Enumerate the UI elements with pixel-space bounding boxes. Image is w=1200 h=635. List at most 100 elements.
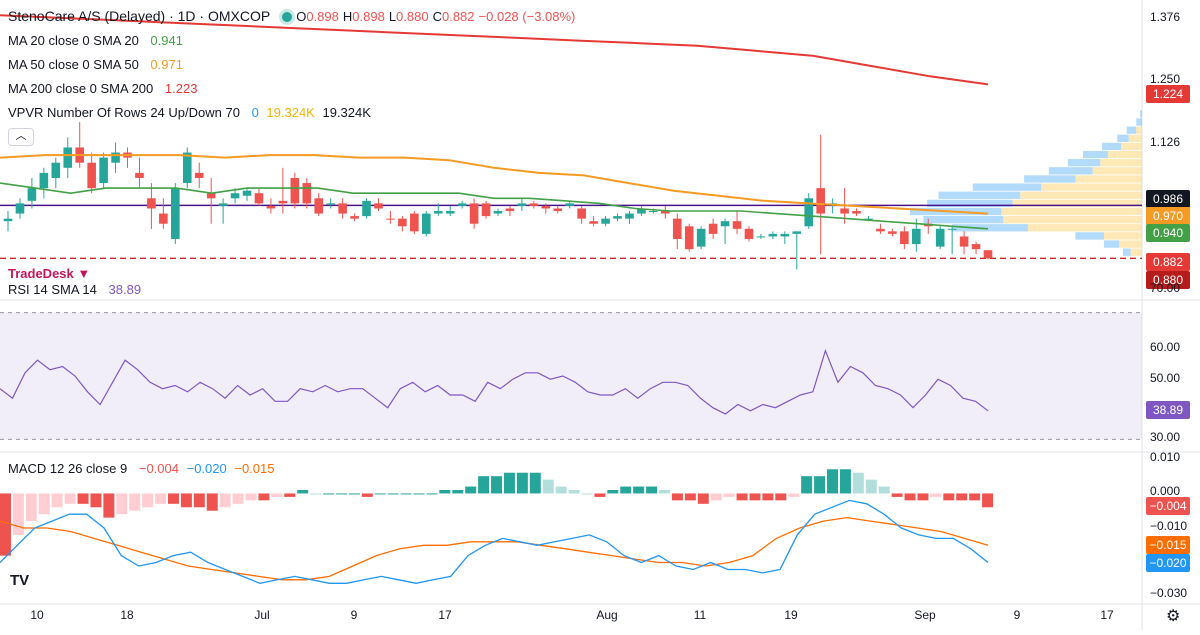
candle-body xyxy=(242,190,252,196)
candle-body xyxy=(517,203,527,206)
rsi-badge: 38.89 xyxy=(1146,401,1190,419)
gear-icon[interactable]: ⚙ xyxy=(1166,608,1181,625)
ma50-legend[interactable]: MA 50 close 0 SMA 50 0.971 xyxy=(8,57,187,73)
macd-signal-line xyxy=(0,516,989,581)
macd-hist-bar xyxy=(348,493,360,495)
ma200-value: 1.223 xyxy=(164,81,198,96)
macd-hist-bar xyxy=(232,493,244,504)
macd-hist-bar xyxy=(904,493,916,501)
candle-body xyxy=(206,193,216,199)
rsi-legend[interactable]: RSI 14 SMA 14 38.89 xyxy=(8,282,145,298)
macd-hist-bar xyxy=(219,493,231,508)
candle-body xyxy=(63,147,73,168)
macd-hist-bar xyxy=(555,486,567,494)
macd-hist-bar xyxy=(374,493,386,495)
macd-hist-bar xyxy=(878,486,890,494)
x-tick: 10 xyxy=(30,608,44,622)
macd-hist-bar xyxy=(116,493,128,515)
rsi-line xyxy=(0,348,989,415)
vpvr-up-bar xyxy=(951,224,1028,232)
low-value: 0.880 xyxy=(396,9,429,24)
vpvr-up-bar xyxy=(927,199,1013,208)
ma20-price-badge: 0.940 xyxy=(1146,224,1190,242)
x-tick: 11 xyxy=(693,608,707,622)
macd-hist-bar xyxy=(801,476,813,494)
candle-body xyxy=(278,200,288,204)
macd-hist-bar xyxy=(129,493,141,511)
macd-hist-bar xyxy=(142,493,154,508)
candle-body xyxy=(350,216,359,219)
candle-body xyxy=(864,218,873,220)
candle-body xyxy=(613,216,622,219)
candle-body xyxy=(601,218,610,224)
symbol-title[interactable]: StenoCare A/S (Delayed) · 1D · OMXCOP xyxy=(8,8,271,24)
macd-hist-badge: −0.004 xyxy=(1146,497,1190,515)
x-tick: 18 xyxy=(120,608,134,622)
vpvr-up-bar xyxy=(1117,134,1129,142)
candle-body xyxy=(911,228,921,245)
candle-body xyxy=(314,198,324,214)
candle-body xyxy=(661,211,670,214)
macd-hist-bar xyxy=(943,493,955,501)
tradingview-logo[interactable]: TV xyxy=(10,572,30,589)
candle-body xyxy=(302,183,312,204)
candle-body xyxy=(171,188,180,239)
candle-body xyxy=(87,162,96,189)
macd-hist-bar xyxy=(400,493,412,495)
vpvr-up-bar xyxy=(1083,150,1108,159)
candle-body xyxy=(684,226,694,250)
header-legend: StenoCare A/S (Delayed) · 1D · OMXCOP O0.… xyxy=(8,8,579,25)
macd-hist-bar xyxy=(542,479,554,494)
macd-hist-bar xyxy=(25,493,37,522)
vpvr-down-bar xyxy=(1012,199,1142,208)
vpvr-up-bar xyxy=(1140,110,1142,118)
x-tick: 19 xyxy=(784,608,798,622)
ma200-legend[interactable]: MA 200 close 0 SMA 200 1.223 xyxy=(8,81,201,97)
macd-hist-bar xyxy=(917,493,929,501)
candle-body xyxy=(744,228,754,239)
vpvr-down-bar xyxy=(1136,126,1142,134)
macd-hist-bar xyxy=(297,490,309,494)
macd-hist-bar xyxy=(155,493,167,504)
macd-hist-bar xyxy=(206,493,218,511)
macd-hist-bar xyxy=(969,493,981,501)
candle-body xyxy=(876,228,885,232)
candle-body xyxy=(15,203,25,214)
ma20-legend[interactable]: MA 20 close 0 SMA 20 0.941 xyxy=(8,33,187,49)
vpvr-up-bar xyxy=(1126,126,1137,134)
candle-body xyxy=(852,211,861,214)
macd-hist-bar xyxy=(646,486,658,494)
tradedesk-button[interactable]: TradeDesk ▼ xyxy=(8,266,90,281)
rsi-value: 38.89 xyxy=(108,282,142,297)
chevron-up-icon[interactable]: ︿ xyxy=(8,128,34,146)
vpvr-legend[interactable]: VPVR Number Of Rows 24 Up/Down 70 0 19.3… xyxy=(8,105,375,121)
close-value: 0.882 xyxy=(441,9,475,24)
candle-body xyxy=(362,200,371,217)
macd-legend[interactable]: MACD 12 26 close 9 −0.004 −0.020 −0.015 xyxy=(8,461,278,477)
macd-line xyxy=(0,499,989,584)
candle-body xyxy=(625,213,634,219)
macd-hist-bar xyxy=(839,469,851,494)
macd-hist-bar xyxy=(633,486,645,494)
candle-body xyxy=(326,203,335,205)
macd-tick: −0.030 xyxy=(1150,586,1188,600)
candle-body xyxy=(768,233,778,237)
macd-hist-bar xyxy=(413,493,425,495)
tradedesk-label: TradeDesk xyxy=(8,266,74,281)
rsi-tick: 30.00 xyxy=(1150,430,1181,444)
macd-hist-bar xyxy=(659,490,671,494)
ma20-label: MA 20 close 0 SMA 20 xyxy=(8,33,139,48)
macd-hist-bar xyxy=(891,493,903,497)
vpvr-down-bar xyxy=(1075,175,1142,183)
macd-tick: 0.010 xyxy=(1150,450,1181,464)
macd-tick: 0.000 xyxy=(1150,484,1181,498)
vpvr-up-bar xyxy=(938,191,1021,199)
candle-body xyxy=(983,250,993,259)
macd-hist-bar xyxy=(51,493,63,508)
macd-hist-bar xyxy=(284,493,296,497)
vpvr-label: VPVR Number Of Rows 24 Up/Down 70 xyxy=(8,105,240,120)
vpvr-down-bar xyxy=(1130,248,1142,256)
candle-body xyxy=(99,157,108,184)
